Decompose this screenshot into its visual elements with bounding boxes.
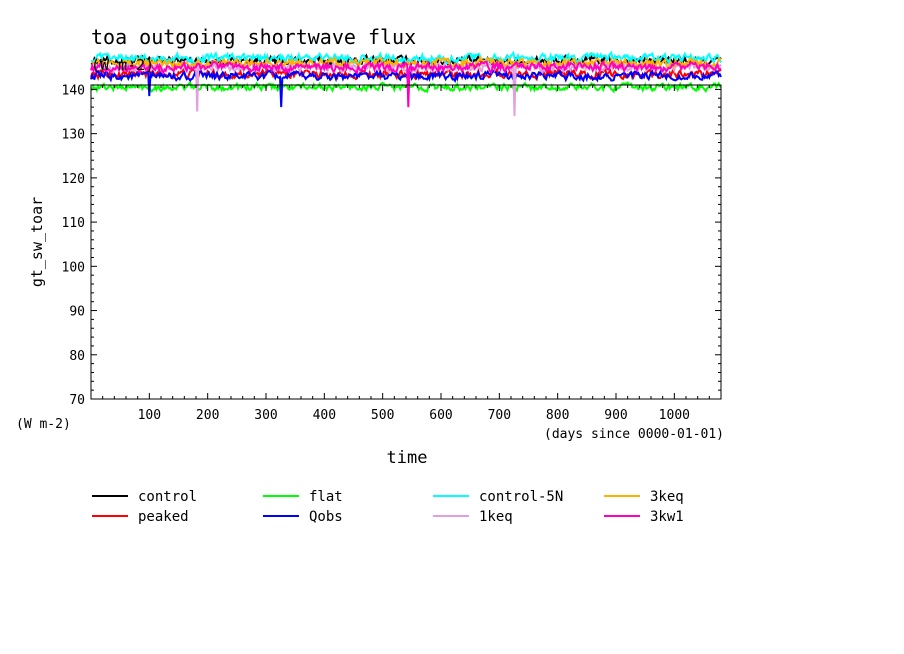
- x-tick-label: 500: [371, 408, 394, 423]
- title-units: (W m-2): [91, 56, 154, 74]
- ticks-layer: 100 200 300 400 500 600 700 800 900 1000 70 80 90 100…: [62, 83, 721, 423]
- x-axis-units: (days since 0000-01-01): [544, 427, 724, 442]
- x-axis-label: time: [387, 448, 428, 468]
- legend-label: peaked: [138, 509, 189, 525]
- legend-label: 3kw1: [650, 509, 684, 525]
- x-tick-label: 300: [254, 408, 277, 423]
- x-tick-label: 600: [429, 408, 452, 423]
- x-tick-label: 700: [488, 408, 511, 423]
- x-tick-label: 100: [138, 408, 161, 423]
- y-axis-label: gt_sw_toar: [28, 197, 46, 287]
- legend-label: 1keq: [479, 509, 513, 525]
- chart-title: toa outgoing shortwave flux: [91, 25, 416, 49]
- legend-label: Qobs: [309, 509, 343, 525]
- legend-label: control-5N: [479, 489, 563, 505]
- y-tick-label: 70: [69, 393, 85, 408]
- plot-frame: [90, 84, 722, 400]
- legend-label: 3keq: [650, 489, 684, 505]
- legend-label: control: [138, 489, 197, 505]
- x-tick-label: 1000: [659, 408, 690, 423]
- y-axis-units: (W m-2): [16, 417, 71, 432]
- x-tick-label: 900: [604, 408, 627, 423]
- y-tick-label: 120: [62, 172, 85, 187]
- legend-label: flat: [309, 489, 343, 505]
- x-tick-label: 800: [546, 408, 569, 423]
- series-line-3kw1: [90, 59, 722, 108]
- y-tick-label: 90: [69, 305, 85, 320]
- y-tick-label: 80: [69, 349, 85, 364]
- x-tick-label: 200: [196, 408, 219, 423]
- y-tick-label: 140: [62, 83, 85, 98]
- y-tick-label: 130: [62, 128, 85, 143]
- x-tick-label: 400: [313, 408, 336, 423]
- y-tick-label: 110: [62, 216, 85, 231]
- y-tick-label: 100: [62, 260, 85, 275]
- series-layer: [90, 50, 722, 117]
- legend: control peaked flat Qobs control-5N 1keq 3keq 3…: [92, 489, 684, 525]
